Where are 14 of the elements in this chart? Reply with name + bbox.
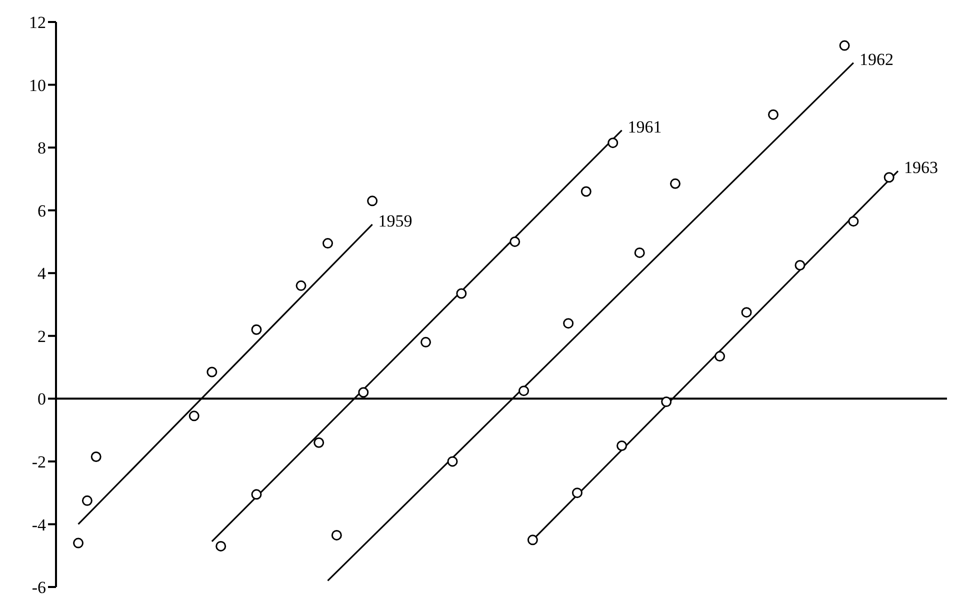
y-tick-label: -6 [32,578,46,598]
y-tick-label: 12 [29,13,46,32]
y-tick-label: 6 [38,201,46,220]
y-tick-label: 0 [38,390,46,409]
y-tick-label: -4 [32,515,46,534]
series-label: 1963 [904,158,938,178]
series-label: 1959 [378,211,412,230]
y-tick-label: 10 [29,76,46,95]
series-label: 1962 [859,50,894,69]
y-tick-label: -2 [32,452,46,472]
y-tick-label: 2 [38,326,46,346]
y-tick-label: 8 [38,138,46,158]
series-label: 1961 [628,117,662,136]
y-tick-label: 4 [38,264,46,284]
